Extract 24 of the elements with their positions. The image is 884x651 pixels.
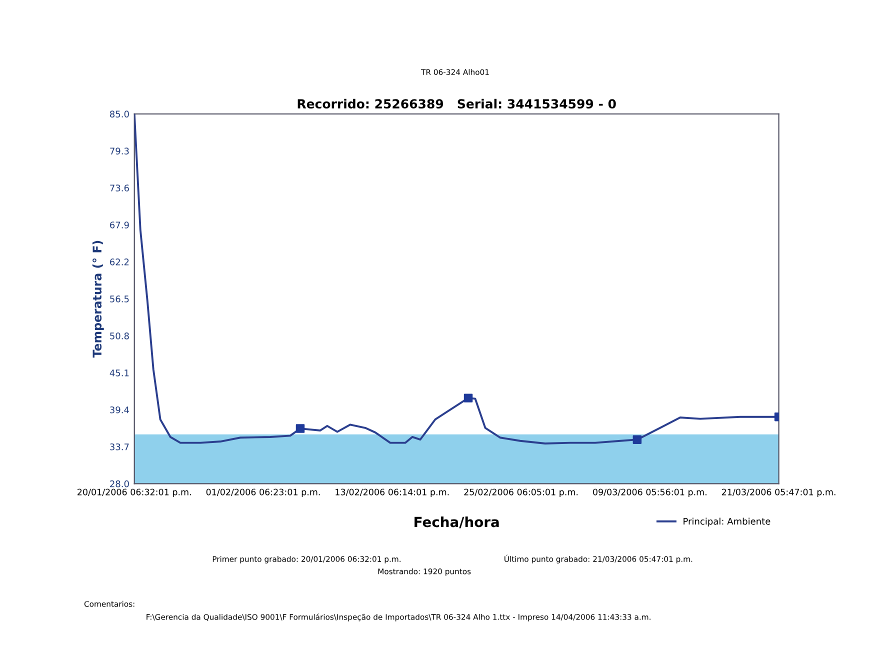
- y-tick-label: 85.0: [110, 110, 129, 118]
- x-tick-label: 21/03/2006 05:47:01 p.m.: [722, 488, 836, 498]
- y-tick-label: 50.8: [110, 332, 129, 340]
- x-tick-label: 09/03/2006 05:56:01 p.m.: [593, 488, 706, 498]
- x-tick-label: 13/02/2006 06:14:01 p.m.: [336, 488, 449, 498]
- x-axis-title: Fecha/hora: [414, 516, 499, 528]
- x-tick-label: 20/01/2006 06:32:01 p.m.: [78, 488, 191, 498]
- y-tick-label: 39.4: [110, 406, 129, 414]
- x-tick-label: 01/02/2006 06:23:01 p.m.: [206, 488, 320, 498]
- chart-subtitle: Recorrido: 25266389 Serial: 3441534599 - 0: [298, 98, 616, 109]
- point: [464, 394, 473, 402]
- y-tick-label: 73.6: [110, 184, 129, 192]
- y-tick-label: 56.5: [110, 296, 129, 302]
- point: [632, 435, 642, 444]
- y-tick-label: 67.9: [110, 222, 129, 228]
- point: [296, 424, 305, 433]
- y-tick-label: 28.0: [110, 480, 129, 488]
- y-tick-label: 62.2: [110, 258, 129, 266]
- y-tick-label: 79.3: [110, 148, 129, 154]
- legend-label: Principal: Ambiente: [684, 518, 770, 526]
- x-tick-label: 25/02/2006 06:05:01 p.m.: [464, 488, 578, 498]
- y-axis-title: Temperatura (° F): [92, 240, 104, 358]
- y-tick-label: 33.7: [110, 443, 129, 450]
- y-tick-label: 45.1: [110, 370, 129, 376]
